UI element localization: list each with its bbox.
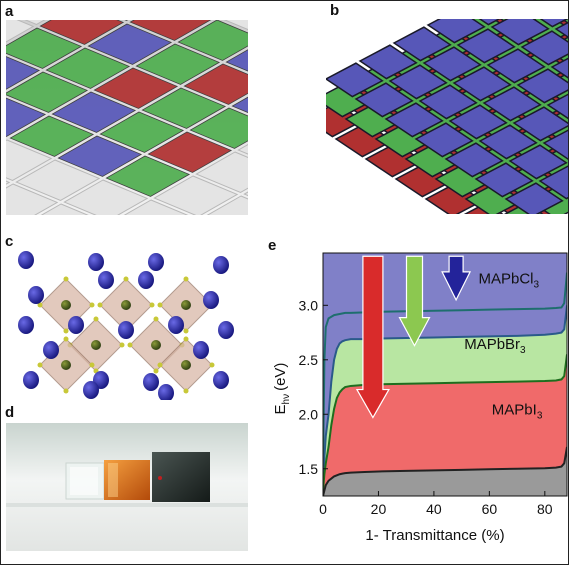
x-tick-label: 40	[426, 501, 442, 517]
panel-label-c: c	[5, 233, 13, 250]
y-tick-label: 3.0	[299, 297, 319, 313]
orange-crystal	[104, 460, 150, 500]
methylammonium-ion	[203, 291, 219, 309]
lead-atom	[61, 360, 71, 370]
series-label: MAPbCl3	[478, 271, 539, 291]
pixel-array-b-svg	[326, 19, 568, 214]
panel-label-a: a	[5, 3, 13, 20]
methylammonium-ion	[158, 384, 174, 400]
halide-atom	[90, 363, 95, 368]
halide-atom	[64, 329, 69, 334]
lead-atom	[181, 360, 191, 370]
y-tick-label: 1.5	[299, 461, 319, 477]
methylammonium-ion	[118, 321, 134, 339]
halide-atom	[150, 303, 155, 308]
series-label: MAPbBr3	[464, 336, 526, 356]
black-crystal	[152, 452, 210, 502]
lead-atom	[151, 340, 161, 350]
halide-atom	[64, 337, 69, 342]
x-tick-label: 0	[319, 501, 327, 517]
halide-atom	[128, 343, 133, 348]
lead-atom	[61, 300, 71, 310]
lead-atom	[91, 340, 101, 350]
halide-atom	[124, 277, 129, 282]
methylammonium-ion	[28, 286, 44, 304]
methylammonium-ion	[43, 341, 59, 359]
methylammonium-ion	[83, 381, 99, 399]
methylammonium-ion	[213, 256, 229, 274]
y-tick-label: 2.0	[299, 406, 319, 422]
bandgap-area-chart: 0 20 40 60 80 1.5 2.0 2.5 3.0 1- Transmittance (%…	[266, 238, 571, 567]
crystal-photo-svg	[6, 423, 248, 551]
methylammonium-ion	[18, 251, 34, 269]
halide-atom	[210, 363, 215, 368]
methylammonium-ion	[148, 253, 164, 271]
x-tick-label: 60	[482, 501, 498, 517]
panel-label-d: d	[5, 404, 14, 421]
chart-svg: 0 20 40 60 80 1.5 2.0 2.5 3.0 1- Transmittance (%…	[266, 238, 571, 567]
halide-atom	[94, 317, 99, 322]
methylammonium-ion	[143, 373, 159, 391]
halide-atom	[184, 277, 189, 282]
halide-atom	[90, 303, 95, 308]
crystal-structure-svg	[6, 250, 248, 400]
methylammonium-ion	[23, 371, 39, 389]
plot-area	[323, 253, 567, 496]
crystal-photo	[6, 423, 248, 551]
methylammonium-ion	[98, 271, 114, 289]
methylammonium-ion	[213, 371, 229, 389]
halide-atom	[120, 343, 125, 348]
lead-atom	[121, 300, 131, 310]
halide-atom	[158, 363, 163, 368]
lead-atom	[181, 300, 191, 310]
stacked-array-illustration-b	[326, 19, 568, 214]
y-axis-label: Ehν(eV)	[272, 363, 292, 415]
pixel-array-illustration-a	[6, 20, 248, 215]
x-tick-label: 20	[371, 501, 387, 517]
tile-grid-b	[326, 19, 568, 214]
halide-atom	[154, 369, 159, 374]
methylammonium-ion	[18, 316, 34, 334]
halide-atom	[98, 303, 103, 308]
crystal-lattice	[18, 251, 234, 400]
halide-atom	[38, 363, 43, 368]
panel-label-b: b	[330, 2, 339, 19]
methylammonium-ion	[168, 316, 184, 334]
methylammonium-ion	[218, 321, 234, 339]
x-axis-label: 1- Transmittance (%)	[365, 527, 504, 544]
halide-atom	[158, 303, 163, 308]
halide-atom	[154, 317, 159, 322]
halide-atom	[64, 389, 69, 394]
methylammonium-ion	[68, 316, 84, 334]
halide-atom	[64, 277, 69, 282]
halide-atom	[184, 329, 189, 334]
series-label: MAPbI3	[492, 401, 543, 421]
clear-crystal	[66, 463, 104, 499]
pixel-array-a-svg	[6, 20, 248, 215]
x-tick-label: 80	[537, 501, 553, 517]
methylammonium-ion	[138, 271, 154, 289]
methylammonium-ion	[88, 253, 104, 271]
crystal-structure-illustration	[6, 250, 248, 400]
halide-atom	[184, 389, 189, 394]
methylammonium-ion	[193, 341, 209, 359]
y-tick-label: 2.5	[299, 352, 319, 368]
halide-atom	[184, 337, 189, 342]
table-edge	[6, 503, 248, 507]
